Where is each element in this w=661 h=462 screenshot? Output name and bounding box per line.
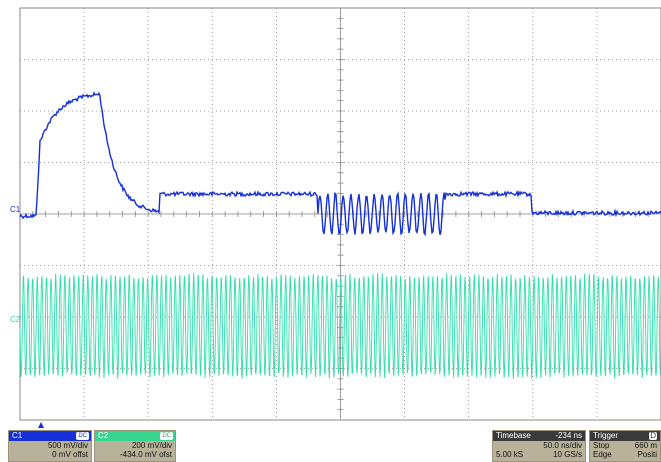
c1-offset: 0 mV offst <box>52 450 88 459</box>
trigger-panel[interactable]: Trigger D Stop 660 m Edge Positi <box>589 430 661 462</box>
c2-coupling-badge: DC <box>160 432 173 440</box>
timebase-delay: -234 ns <box>555 431 582 440</box>
c1-level-marker: C1 <box>10 205 21 214</box>
c2-scale: 200 mV/div <box>131 441 172 450</box>
timebase-rate: 10 GS/s <box>553 450 582 459</box>
c1-channel-label: C1 <box>12 431 23 440</box>
trigger-label: Trigger <box>593 431 619 440</box>
c2-waveform <box>19 273 661 379</box>
trigger-level: 660 m <box>634 441 657 450</box>
trigger-coupling: D <box>649 431 657 440</box>
c1-scale: 500 mV/div <box>47 441 88 450</box>
trigger-slope: Positi <box>637 450 657 459</box>
c2-level-marker: C2 <box>10 315 21 324</box>
c1-waveform <box>19 91 661 237</box>
c1-coupling-badge: DC <box>76 432 89 440</box>
trigger-mode: Stop <box>593 441 610 450</box>
c2-channel-label: C2 <box>98 431 109 440</box>
trigger-type: Edge <box>593 450 612 459</box>
c2-channel-panel[interactable]: C2 DC 200 mV/div -434.0 mV ofst <box>94 430 176 462</box>
timebase-samples: 5.00 kS <box>496 450 524 459</box>
timebase-label: Timebase <box>496 431 531 440</box>
trigger-position-icon <box>38 422 44 428</box>
timebase-panel[interactable]: Timebase -234 ns 50.0 ns/div 5.00 kS 10 … <box>492 430 586 462</box>
c2-offset: -434.0 mV ofst <box>119 450 172 459</box>
c1-channel-panel[interactable]: C1 DC 500 mV/div 0 mV offst <box>8 430 92 462</box>
timebase-per-div: 50.0 ns/div <box>543 441 582 450</box>
